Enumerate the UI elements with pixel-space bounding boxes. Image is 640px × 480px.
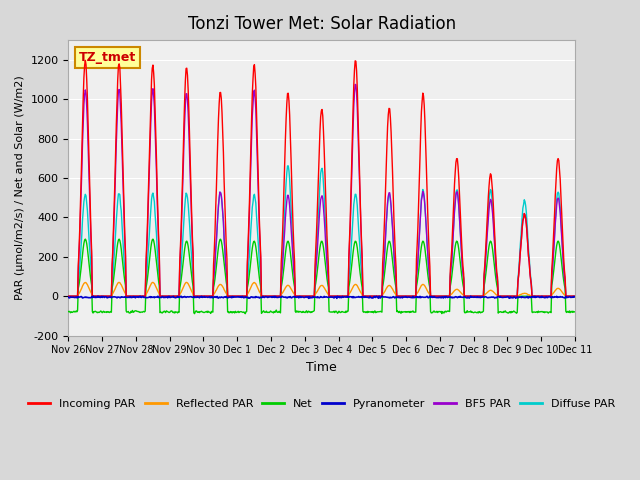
Pyranometer: [65, 294, 72, 300]
Net: [74, 308, 81, 313]
Incoming PAR: [178, 201, 186, 207]
Pyranometer: [127, 294, 134, 300]
Legend: Incoming PAR, Reflected PAR, Net, Pyranometer, BF5 PAR, Diffuse PAR: Incoming PAR, Reflected PAR, Net, Pyrano…: [24, 395, 620, 413]
BF5 PAR: [399, 293, 406, 299]
Line: Reflected PAR: Reflected PAR: [68, 282, 575, 296]
Diffuse PAR: [571, 293, 579, 299]
Incoming PAR: [65, 293, 72, 299]
BF5 PAR: [351, 82, 359, 87]
Diffuse PAR: [384, 201, 392, 207]
Reflected PAR: [571, 293, 579, 299]
Net: [205, 309, 212, 315]
Net: [241, 311, 249, 317]
Incoming PAR: [205, 293, 212, 299]
Incoming PAR: [74, 293, 81, 299]
Reflected PAR: [178, 288, 186, 294]
Diffuse PAR: [399, 293, 406, 299]
Incoming PAR: [571, 293, 579, 299]
Incoming PAR: [384, 124, 392, 130]
BF5 PAR: [204, 293, 212, 299]
Pyranometer: [571, 294, 579, 300]
Net: [81, 236, 89, 242]
BF5 PAR: [571, 293, 579, 299]
Pyranometer: [178, 295, 186, 300]
Text: TZ_tmet: TZ_tmet: [79, 51, 136, 64]
Diffuse PAR: [126, 293, 134, 299]
Reflected PAR: [65, 293, 72, 299]
Pyranometer: [399, 294, 407, 300]
Net: [385, 240, 392, 246]
Incoming PAR: [127, 293, 134, 299]
BF5 PAR: [65, 293, 72, 299]
Net: [65, 309, 72, 314]
Title: Tonzi Tower Met: Solar Radiation: Tonzi Tower Met: Solar Radiation: [188, 15, 456, 33]
Reflected PAR: [384, 284, 392, 289]
Reflected PAR: [74, 293, 81, 299]
Net: [571, 309, 579, 315]
Line: Incoming PAR: Incoming PAR: [68, 60, 575, 296]
BF5 PAR: [384, 200, 392, 205]
Diffuse PAR: [284, 163, 292, 169]
Incoming PAR: [399, 293, 406, 299]
X-axis label: Time: Time: [307, 361, 337, 374]
Incoming PAR: [81, 58, 89, 63]
Reflected PAR: [149, 279, 157, 285]
BF5 PAR: [126, 293, 134, 299]
Line: Diffuse PAR: Diffuse PAR: [68, 166, 575, 296]
Line: Net: Net: [68, 239, 575, 314]
Reflected PAR: [126, 293, 134, 299]
Pyranometer: [333, 296, 340, 301]
Pyranometer: [205, 294, 212, 300]
Diffuse PAR: [177, 264, 185, 269]
Line: Pyranometer: Pyranometer: [68, 296, 575, 299]
BF5 PAR: [177, 234, 185, 240]
Diffuse PAR: [74, 293, 81, 299]
Pyranometer: [89, 293, 97, 299]
Line: BF5 PAR: BF5 PAR: [68, 84, 575, 296]
BF5 PAR: [74, 293, 81, 299]
Net: [399, 309, 407, 315]
Y-axis label: PAR (μmol/m2/s) / Net and Solar (W/m2): PAR (μmol/m2/s) / Net and Solar (W/m2): [15, 75, 25, 300]
Net: [127, 310, 134, 316]
Net: [178, 271, 186, 277]
Diffuse PAR: [65, 293, 72, 299]
Reflected PAR: [399, 293, 406, 299]
Pyranometer: [74, 295, 81, 301]
Diffuse PAR: [204, 293, 212, 299]
Reflected PAR: [205, 293, 212, 299]
Pyranometer: [385, 295, 392, 300]
